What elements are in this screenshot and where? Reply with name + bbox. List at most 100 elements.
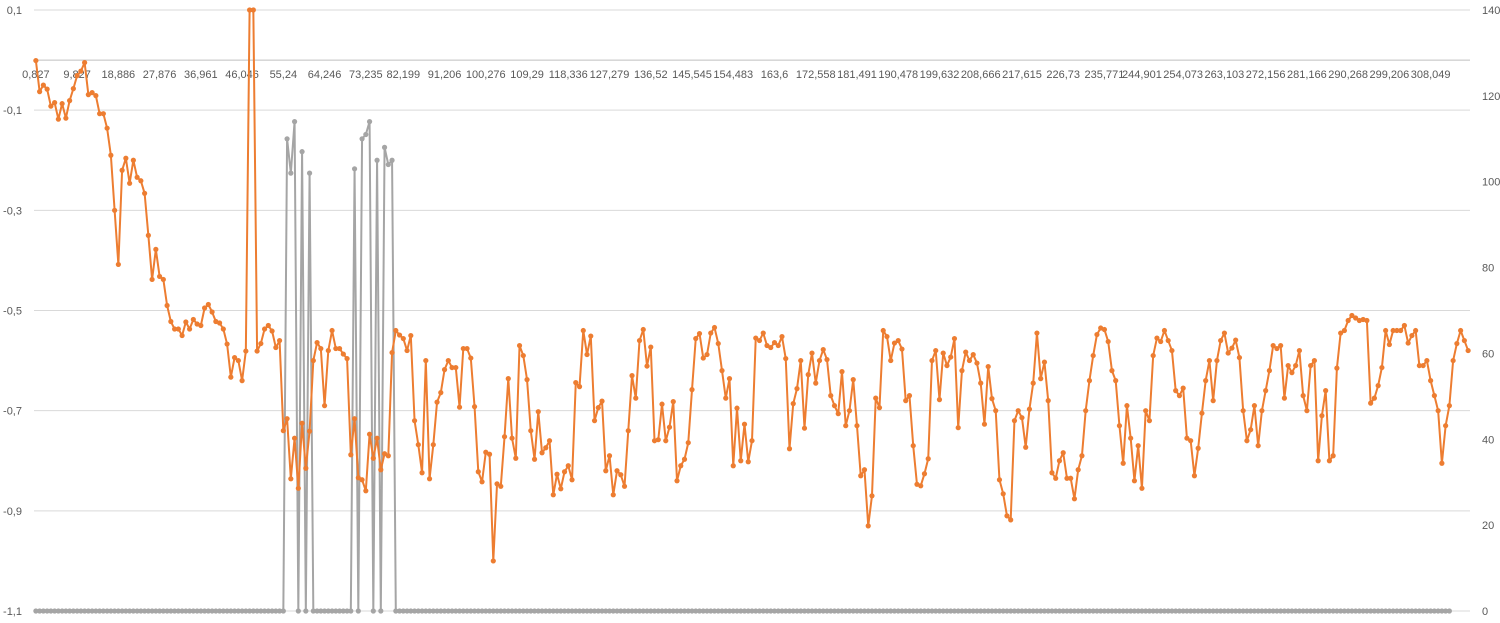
data-point (1165, 337, 1171, 344)
data-point (625, 428, 631, 434)
data-point (1240, 608, 1246, 614)
data-point (1311, 608, 1317, 614)
data-point (1023, 608, 1029, 614)
data-point (805, 608, 811, 614)
data-point (798, 357, 804, 364)
data-point (745, 459, 751, 465)
x-tick-label: 299,206 (1370, 69, 1410, 81)
data-point (584, 608, 590, 614)
data-point (348, 452, 354, 458)
data-point (546, 608, 553, 614)
data-point (903, 608, 909, 614)
data-point (565, 608, 571, 614)
data-point (633, 395, 639, 401)
data-point (145, 232, 151, 238)
data-point (1143, 608, 1149, 614)
data-point (261, 326, 268, 332)
data-point (1191, 608, 1198, 614)
data-point (1221, 608, 1228, 614)
data-point (74, 608, 80, 614)
data-point (1409, 332, 1415, 339)
data-point (44, 86, 50, 92)
data-point (1169, 608, 1175, 614)
data-point (850, 377, 856, 383)
left-y-tick-label: -0,3 (3, 205, 22, 217)
data-point (696, 608, 703, 614)
data-point (37, 608, 43, 614)
data-point (618, 608, 624, 614)
data-point (708, 608, 714, 614)
data-point (164, 302, 170, 309)
data-point (333, 345, 339, 352)
data-point (1011, 418, 1018, 424)
data-point (704, 608, 710, 614)
data-point (1173, 608, 1179, 614)
data-point (78, 608, 84, 614)
data-point (119, 608, 125, 614)
data-point (359, 477, 365, 483)
data-point (216, 320, 223, 326)
data-point (670, 399, 676, 405)
data-point (865, 608, 871, 614)
data-point (910, 443, 916, 449)
data-point (1248, 427, 1254, 433)
data-point (974, 360, 980, 366)
data-point (614, 468, 620, 474)
data-point (168, 318, 174, 325)
data-point (1461, 337, 1467, 344)
data-point (438, 390, 444, 396)
data-point (1135, 443, 1141, 449)
data-point (1165, 608, 1171, 614)
data-point (906, 393, 913, 399)
data-point (636, 337, 643, 344)
data-point (835, 608, 841, 614)
x-axis: 0,8279,82718,88627,87636,96146,04655,246… (22, 59, 1470, 81)
data-point (1229, 345, 1235, 351)
data-point (325, 608, 331, 614)
data-point (108, 608, 114, 614)
data-point (1045, 398, 1051, 404)
data-point (644, 363, 650, 369)
data-point (531, 456, 538, 462)
data-point (396, 332, 403, 338)
data-point (700, 355, 706, 361)
data-point (1431, 393, 1437, 399)
data-point (449, 364, 455, 371)
data-point (1053, 475, 1059, 481)
data-point (655, 608, 661, 614)
data-point (1019, 415, 1025, 421)
data-point (314, 339, 320, 346)
data-point (595, 405, 601, 411)
data-point (426, 608, 433, 614)
data-point (861, 467, 868, 473)
data-point (1289, 370, 1295, 376)
data-point (985, 608, 991, 614)
data-point (588, 333, 594, 339)
data-point (768, 608, 774, 614)
data-point (625, 608, 631, 614)
data-point (501, 434, 508, 440)
data-point (1203, 378, 1209, 384)
data-point (659, 608, 665, 614)
data-point (1259, 608, 1265, 614)
data-point (112, 608, 118, 614)
data-point (1304, 408, 1310, 414)
data-point (910, 608, 916, 614)
data-point (640, 608, 646, 614)
data-point (336, 608, 343, 614)
data-point (351, 416, 358, 422)
data-point (820, 346, 826, 353)
data-point (1180, 385, 1186, 391)
data-point (820, 608, 826, 614)
data-point (876, 405, 883, 411)
data-point (843, 608, 849, 614)
data-point (516, 342, 523, 349)
data-point (52, 100, 58, 106)
data-point (595, 608, 601, 614)
left-y-tick-label: -1,1 (3, 606, 22, 618)
data-point (1041, 359, 1048, 365)
data-point (1341, 608, 1347, 614)
data-point (610, 608, 616, 614)
data-point (749, 608, 755, 614)
data-point (1319, 608, 1325, 614)
